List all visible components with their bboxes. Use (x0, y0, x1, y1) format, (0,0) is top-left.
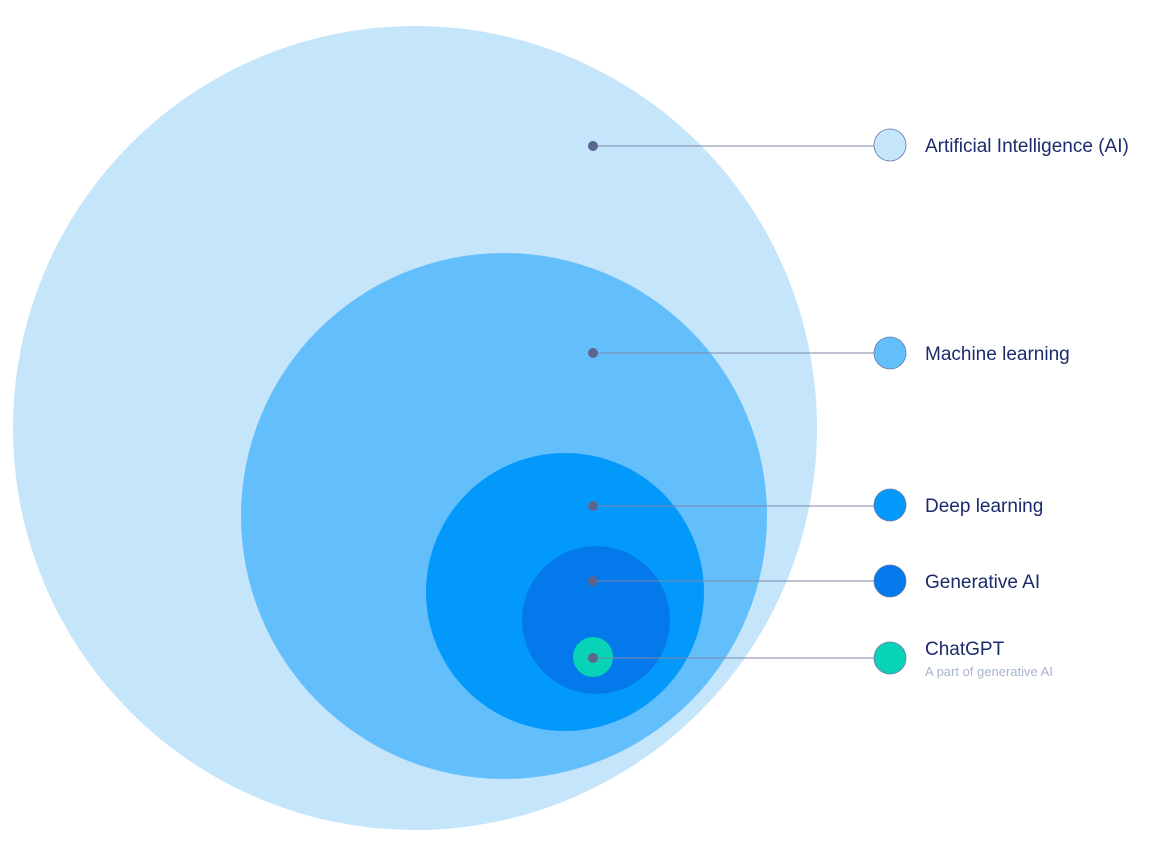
anchor-dot-deep-learning (588, 501, 598, 511)
swatch-ai (873, 128, 907, 162)
anchor-dot-generative-ai (588, 576, 598, 586)
anchor-dot-ai (588, 141, 598, 151)
label-generative-ai: Generative AI (925, 572, 1040, 593)
anchor-dot-machine-learning (588, 348, 598, 358)
circle-generative-ai (522, 546, 670, 694)
label-chatgpt: ChatGPT (925, 639, 1005, 660)
label-deep-learning: Deep learning (925, 496, 1043, 517)
swatch-deep-learning (873, 488, 907, 522)
sublabel-chatgpt: A part of generative AI (925, 664, 1053, 679)
swatch-machine-learning (873, 336, 907, 370)
label-ai: Artificial Intelligence (AI) (925, 136, 1129, 157)
swatch-generative-ai (873, 564, 907, 598)
anchor-dot-chatgpt (588, 653, 598, 663)
label-machine-learning: Machine learning (925, 344, 1070, 365)
swatch-chatgpt (873, 641, 907, 675)
